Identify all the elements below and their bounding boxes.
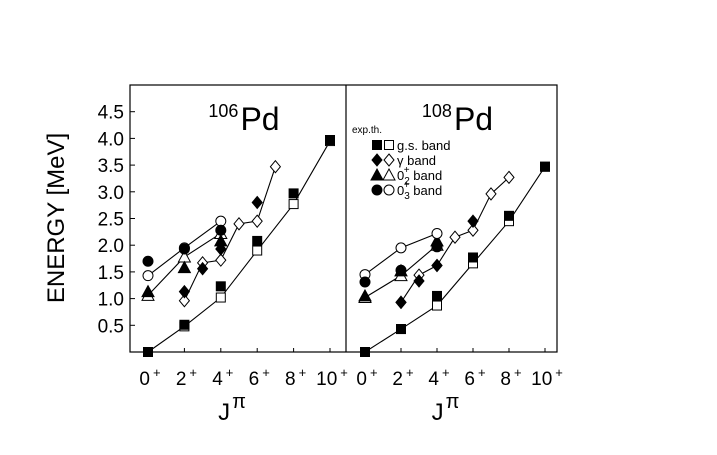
diamond-theory-point xyxy=(467,223,479,238)
square-exp-point xyxy=(432,290,442,301)
diamond-band-theory-line xyxy=(183,166,276,301)
x-tick-label: 10 + xyxy=(531,365,563,390)
x-tick-label: 8 + xyxy=(500,365,521,390)
triangle-exp-point xyxy=(141,284,155,298)
square-exp-point xyxy=(143,347,153,357)
x-tick-label: 4 + xyxy=(212,365,233,390)
diamond-theory-point xyxy=(251,214,263,228)
square-theory-point xyxy=(252,245,263,256)
circle-exp-point xyxy=(178,243,190,255)
triangle-exp-point xyxy=(213,233,228,247)
diamond-exp-point xyxy=(196,261,209,276)
circle-theory-point xyxy=(142,270,154,282)
x-tick-label: 2 + xyxy=(176,365,197,390)
circle-exp-point xyxy=(215,224,227,236)
square-theory-point xyxy=(215,292,226,303)
legend-header: exp.th. xyxy=(352,125,382,136)
square-exp-point xyxy=(325,135,335,146)
diamond-exp-point xyxy=(178,284,191,299)
x-tick-label: 8 + xyxy=(285,365,306,390)
legend-label: g.s. band xyxy=(397,138,451,153)
diamond-exp-point xyxy=(395,295,407,310)
square-exp-point xyxy=(468,252,478,263)
square-theory-point xyxy=(288,199,299,210)
x-tick-label: 0 + xyxy=(356,365,377,390)
legend-square-theory xyxy=(384,140,394,150)
square-exp-point xyxy=(540,161,550,172)
y-axis-label: ENERGY [MeV] xyxy=(43,133,70,303)
square-band-theory-line xyxy=(147,140,331,353)
y-tick-label: 2.0 xyxy=(98,236,124,257)
legend-triangle-theory xyxy=(382,167,396,181)
triangle-exp-point xyxy=(358,288,372,302)
y-tick-label: 1.5 xyxy=(98,263,124,284)
square-exp-point xyxy=(288,188,299,199)
square-band-theory-line xyxy=(364,166,546,353)
legend-circle-exp xyxy=(371,184,383,196)
circle-exp-point xyxy=(431,241,443,253)
y-tick-label: 4.0 xyxy=(98,129,124,150)
legend-diamond-theory xyxy=(383,153,395,167)
circle-theory-point xyxy=(431,227,443,239)
x-tick-label: 4 + xyxy=(428,365,449,390)
diamond-theory-point xyxy=(503,170,515,185)
diamond-theory-point xyxy=(449,230,461,244)
circle-exp-point xyxy=(359,276,371,288)
diamond-exp-point xyxy=(251,195,263,210)
diamond-exp-point xyxy=(431,258,443,273)
triangle-exp-point xyxy=(177,260,192,274)
x-tick-label: 6 + xyxy=(249,365,270,390)
panel-106Pd: 106Pd xyxy=(141,101,335,357)
y-tick-label: 4.5 xyxy=(98,103,124,124)
diamond-theory-point xyxy=(215,253,227,267)
square-exp-point xyxy=(396,324,406,335)
diamond-theory-point xyxy=(233,217,245,231)
square-exp-point xyxy=(252,235,263,246)
x-tick-label: 2 + xyxy=(392,365,413,390)
square-exp-point xyxy=(179,319,190,330)
legend-label: γ band xyxy=(397,153,436,168)
square-exp-point xyxy=(504,210,514,221)
y-tick-label: 3.5 xyxy=(98,156,124,177)
panel-title: 106Pd xyxy=(208,101,279,137)
panel-108Pd: 108Pd xyxy=(358,101,550,357)
circle-theory-point xyxy=(395,242,407,254)
square-theory-point xyxy=(432,300,442,311)
square-exp-point xyxy=(215,281,226,292)
x-tick-label: 0 + xyxy=(139,365,160,390)
square-exp-point xyxy=(360,347,370,357)
diamond-theory-point xyxy=(485,187,497,201)
y-tick-label: 0.5 xyxy=(98,316,124,337)
y-tick-label: 2.5 xyxy=(98,210,124,231)
circle-exp-point xyxy=(395,264,407,276)
x-tick-label: 10 + xyxy=(316,365,348,390)
y-tick-label: 3.0 xyxy=(98,183,124,204)
diamond-exp-point xyxy=(413,274,425,288)
y-tick-label: 1.0 xyxy=(98,290,124,311)
diamond-theory-point xyxy=(269,159,282,174)
legend-label: 03+ band xyxy=(397,180,442,202)
legend-diamond-exp xyxy=(371,153,383,167)
x-tick-label: 6 + xyxy=(464,365,485,390)
legend-square-exp xyxy=(372,140,382,150)
legend-triangle-exp xyxy=(370,167,384,181)
diamond-theory-point xyxy=(178,293,191,308)
circle-theory-point xyxy=(215,215,227,227)
legend-circle-theory xyxy=(383,184,395,196)
panel-title: 108Pd xyxy=(422,101,493,137)
legend-label: 02+ band xyxy=(397,165,442,187)
diamond-exp-point xyxy=(467,214,479,228)
circle-exp-point xyxy=(142,255,154,267)
